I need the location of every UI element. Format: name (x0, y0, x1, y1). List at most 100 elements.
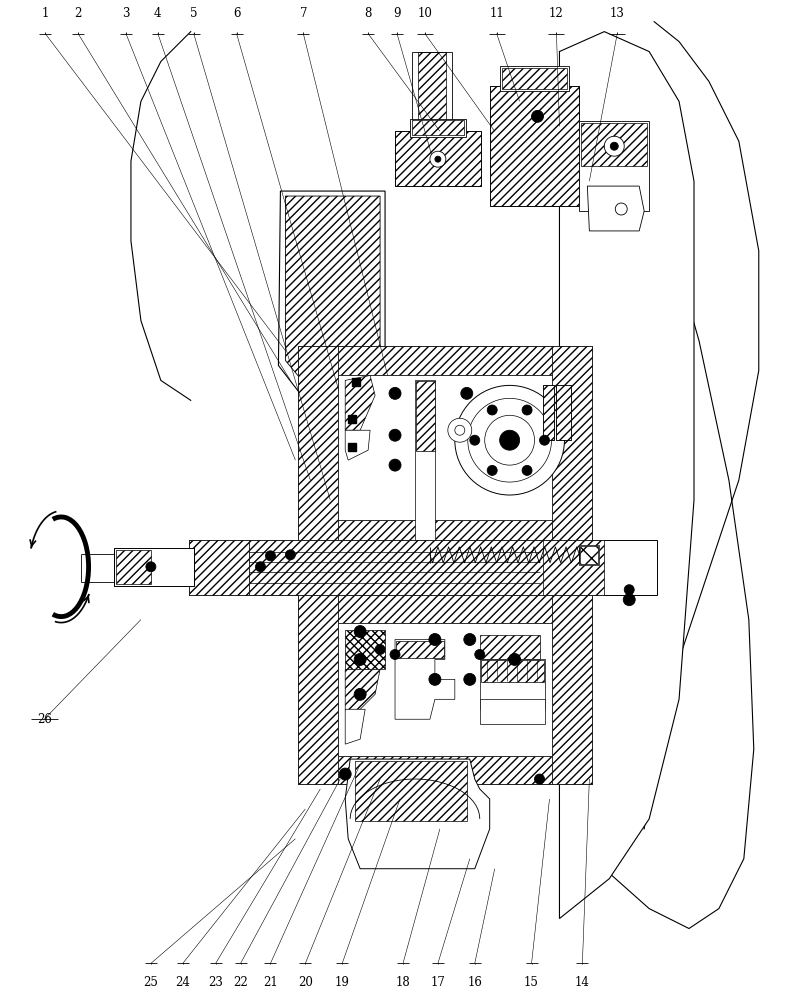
Circle shape (522, 465, 532, 475)
Text: 20: 20 (298, 976, 313, 989)
Circle shape (475, 649, 485, 659)
Circle shape (532, 110, 544, 122)
Text: 6: 6 (233, 7, 240, 20)
Text: 23: 23 (208, 976, 223, 989)
Text: 2: 2 (74, 7, 82, 20)
Circle shape (468, 398, 551, 482)
Bar (502, 68, 567, 89)
Bar (481, 660, 544, 682)
Bar (418, 52, 445, 131)
Bar (338, 520, 553, 550)
Circle shape (389, 459, 401, 471)
Polygon shape (345, 709, 365, 744)
Text: 22: 22 (233, 976, 248, 989)
Polygon shape (559, 32, 694, 919)
Bar (553, 346, 592, 550)
Polygon shape (479, 635, 540, 659)
Text: 16: 16 (467, 976, 483, 989)
Bar (299, 595, 592, 784)
Circle shape (354, 653, 366, 665)
Text: 3: 3 (122, 7, 130, 20)
Bar (412, 52, 452, 131)
Circle shape (604, 136, 625, 156)
Bar (553, 595, 592, 784)
Text: 8: 8 (365, 7, 372, 20)
Circle shape (522, 405, 532, 415)
Bar (479, 659, 545, 709)
Bar (355, 761, 466, 821)
Polygon shape (345, 759, 490, 869)
Bar (396, 641, 444, 658)
Bar (416, 381, 435, 451)
Bar (490, 86, 579, 206)
Circle shape (455, 385, 564, 495)
Bar (579, 545, 600, 565)
Circle shape (354, 688, 366, 700)
Bar (338, 346, 553, 375)
Circle shape (487, 465, 497, 475)
Circle shape (448, 418, 472, 442)
Circle shape (389, 429, 401, 441)
Circle shape (534, 774, 545, 784)
Text: 9: 9 (393, 7, 401, 20)
Text: 17: 17 (430, 976, 445, 989)
Circle shape (540, 435, 550, 445)
Text: 13: 13 (610, 7, 625, 20)
Bar (557, 385, 571, 440)
Bar (338, 375, 553, 520)
Bar (338, 595, 553, 623)
Circle shape (464, 634, 476, 645)
Circle shape (430, 151, 445, 167)
Circle shape (455, 425, 465, 435)
Text: 14: 14 (575, 976, 590, 989)
Bar (580, 546, 598, 564)
Circle shape (464, 673, 476, 685)
Circle shape (389, 387, 401, 399)
Circle shape (354, 626, 366, 638)
Circle shape (461, 387, 473, 399)
Bar (395, 131, 481, 186)
Text: 5: 5 (190, 7, 198, 20)
Text: 7: 7 (299, 7, 307, 20)
Bar (412, 120, 464, 135)
Bar (249, 540, 542, 595)
Circle shape (256, 562, 266, 572)
Polygon shape (345, 375, 375, 430)
Bar (581, 123, 647, 166)
Circle shape (435, 156, 441, 162)
Text: 11: 11 (489, 7, 504, 20)
Text: 24: 24 (175, 976, 190, 989)
Text: 10: 10 (417, 7, 433, 20)
Circle shape (508, 653, 521, 665)
Bar (116, 550, 151, 584)
Bar (299, 346, 592, 550)
Polygon shape (587, 186, 644, 231)
Circle shape (429, 673, 441, 685)
Bar (299, 346, 338, 550)
Text: 1: 1 (41, 7, 49, 20)
Polygon shape (286, 196, 380, 390)
Circle shape (610, 142, 618, 150)
Bar (338, 756, 553, 784)
Circle shape (625, 585, 634, 595)
Polygon shape (345, 430, 370, 460)
Text: 25: 25 (144, 976, 158, 989)
Circle shape (375, 645, 385, 654)
Bar (540, 540, 604, 595)
Text: 15: 15 (524, 976, 539, 989)
Bar (395, 131, 481, 186)
Text: 4: 4 (154, 7, 161, 20)
Circle shape (615, 203, 627, 215)
Polygon shape (395, 640, 455, 719)
Text: 21: 21 (263, 976, 278, 989)
Text: 18: 18 (395, 976, 411, 989)
Bar (542, 385, 554, 440)
Circle shape (339, 768, 351, 780)
Polygon shape (345, 630, 385, 669)
Circle shape (500, 430, 520, 450)
Bar (348, 415, 356, 423)
Polygon shape (345, 669, 380, 719)
Bar (490, 86, 579, 206)
Circle shape (485, 415, 534, 465)
Bar (500, 66, 570, 91)
